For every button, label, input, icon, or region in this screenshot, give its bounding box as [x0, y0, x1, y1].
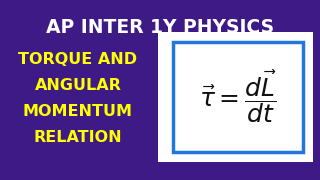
Text: RELATION: RELATION: [34, 130, 122, 145]
FancyBboxPatch shape: [158, 32, 313, 162]
FancyBboxPatch shape: [173, 42, 303, 152]
Text: $\vec{\tau} = \dfrac{d\vec{L}}{dt}$: $\vec{\tau} = \dfrac{d\vec{L}}{dt}$: [199, 69, 277, 125]
Text: AP INTER 1Y PHYSICS: AP INTER 1Y PHYSICS: [46, 18, 274, 37]
Text: MOMENTUM: MOMENTUM: [23, 104, 133, 119]
Text: TORQUE AND: TORQUE AND: [19, 52, 138, 67]
Text: ANGULAR: ANGULAR: [35, 78, 121, 93]
